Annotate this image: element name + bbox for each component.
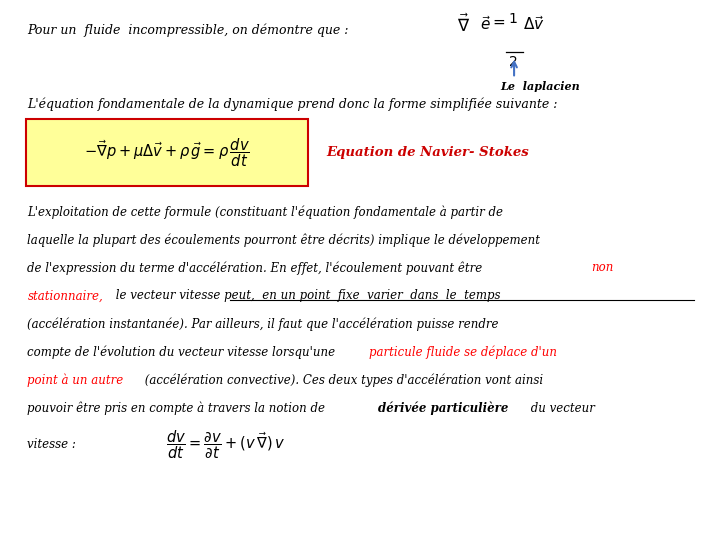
Text: $\vec{e}$: $\vec{e}$	[480, 15, 491, 33]
Text: $\vec{\nabla}$: $\vec{\nabla}$	[457, 14, 470, 36]
Text: L'exploitation de cette formule (constituant l'équation fondamentale à partir de: L'exploitation de cette formule (constit…	[27, 205, 503, 219]
Text: (accélération convective). Ces deux types d'accélération vont ainsi: (accélération convective). Ces deux type…	[141, 374, 544, 387]
Text: $-\vec{\nabla}p + \mu\Delta\vec{v} + \rho\,\vec{g} = \rho\,\dfrac{dv}{dt}$: $-\vec{\nabla}p + \mu\Delta\vec{v} + \rh…	[84, 136, 250, 169]
Text: $\Delta\vec{v}$: $\Delta\vec{v}$	[523, 15, 544, 33]
Text: $=$: $=$	[490, 15, 505, 29]
Text: $1$: $1$	[508, 12, 518, 26]
Text: stationnaire,: stationnaire,	[27, 289, 103, 302]
Text: $\dfrac{dv}{dt} = \dfrac{\partial v}{\partial t} + (v\,\vec{\nabla})\,v$: $\dfrac{dv}{dt} = \dfrac{\partial v}{\pa…	[166, 428, 284, 461]
Text: Le  laplacien: Le laplacien	[500, 81, 580, 92]
Text: dérivée particulière: dérivée particulière	[378, 402, 508, 415]
Text: vitesse :: vitesse :	[27, 438, 76, 451]
Text: de l'expression du terme d'accélération. En effet, l'écoulement pouvant être: de l'expression du terme d'accélération.…	[27, 261, 487, 275]
Text: pouvoir être pris en compte à travers la notion de: pouvoir être pris en compte à travers la…	[27, 402, 329, 415]
Text: L'équation fondamentale de la dynamique prend donc la forme simplifiée suivante : L'équation fondamentale de la dynamique …	[27, 97, 558, 111]
Text: particule fluide se déplace d'un: particule fluide se déplace d'un	[369, 346, 557, 359]
Text: (accélération instantanée). Par ailleurs, il faut que l'accélération puisse rend: (accélération instantanée). Par ailleurs…	[27, 318, 499, 331]
Text: non: non	[591, 261, 613, 274]
Text: point à un autre: point à un autre	[27, 374, 124, 387]
FancyBboxPatch shape	[26, 119, 308, 186]
Text: du vecteur: du vecteur	[527, 402, 595, 415]
Text: le vecteur vitesse peut,  en un point  fixe  varier  dans  le  temps: le vecteur vitesse peut, en un point fix…	[112, 289, 501, 302]
Text: laquelle la plupart des écoulements pourront être décrits) implique le développe: laquelle la plupart des écoulements pour…	[27, 233, 540, 247]
Text: Equation de Navier- Stokes: Equation de Navier- Stokes	[326, 146, 529, 159]
Text: Pour un  fluide  incompressible, on démontre que :: Pour un fluide incompressible, on démont…	[27, 23, 349, 37]
Text: compte de l'évolution du vecteur vitesse lorsqu'une: compte de l'évolution du vecteur vitesse…	[27, 346, 339, 359]
Text: $2$: $2$	[508, 55, 518, 69]
